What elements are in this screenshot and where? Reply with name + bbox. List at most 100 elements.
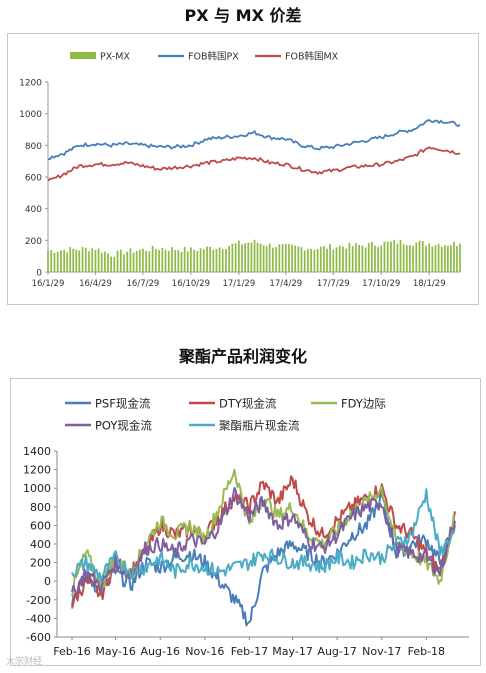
- legend-label: FOB韩国MX: [285, 51, 339, 63]
- bar-px-mx: [310, 248, 313, 272]
- bar-px-mx: [110, 256, 112, 272]
- bar-px-mx: [119, 249, 122, 272]
- bar-px-mx: [107, 253, 109, 272]
- bar-px-mx: [386, 241, 389, 272]
- bar-px-mx: [364, 247, 367, 272]
- legend-label: FDY边际: [341, 397, 386, 411]
- bar-px-mx: [177, 250, 180, 272]
- bar-px-mx: [450, 245, 452, 272]
- bar-px-mx: [393, 239, 396, 272]
- bar-px-mx: [193, 249, 195, 272]
- bar-px-mx: [196, 250, 199, 272]
- bar-px-mx: [335, 247, 338, 272]
- bar-px-mx: [123, 254, 125, 272]
- bar-px-mx: [345, 248, 348, 272]
- y-tick-label: 600: [30, 519, 51, 532]
- bar-px-mx: [259, 243, 262, 272]
- bar-px-mx: [275, 247, 277, 272]
- bar-px-mx: [405, 245, 408, 272]
- y-tick-label: 0: [36, 269, 42, 279]
- bar-px-mx: [142, 248, 144, 272]
- line-series-1: [71, 475, 456, 609]
- polyester-profit-chart-panel: -600 -400 -200 0 200 400 600 800 1000 1200 1400 Feb…: [10, 378, 481, 666]
- x-tick-label: 18/1/29: [413, 279, 446, 289]
- bar-px-mx: [75, 249, 78, 272]
- bar-px-mx: [316, 248, 319, 272]
- bar-px-mx: [167, 250, 170, 272]
- polyester-profit-chart: -600 -400 -200 0 200 400 600 800 1000 1200 1400 Feb…: [23, 397, 469, 658]
- bar-px-mx: [456, 245, 458, 272]
- bar-px-mx: [234, 243, 237, 272]
- bar-px-mx: [409, 245, 411, 272]
- bar-px-mx: [355, 243, 357, 272]
- bar-px-mx: [91, 248, 94, 272]
- y-tick-label: 1400: [23, 445, 51, 458]
- bar-px-mx: [278, 244, 281, 272]
- x-tick-label: Aug-17: [317, 645, 356, 658]
- legend-label: PSF现金流: [95, 397, 151, 411]
- bar-px-mx: [183, 246, 186, 272]
- bar-px-mx: [116, 250, 119, 272]
- bar-px-mx: [294, 245, 297, 272]
- y-tick-label: 200: [30, 557, 51, 570]
- bar-px-mx: [145, 250, 148, 272]
- bar-px-mx: [323, 246, 325, 272]
- y-tick-label: 400: [25, 205, 42, 215]
- x-tick-label: May-16: [95, 645, 136, 658]
- bar-px-mx: [396, 243, 399, 272]
- bar-px-mx: [47, 250, 49, 272]
- bar-px-mx: [202, 249, 205, 272]
- bar-px-mx: [244, 243, 246, 272]
- bar-px-mx: [342, 246, 344, 272]
- bar-px-mx: [88, 251, 90, 272]
- line-series-4: [71, 488, 456, 582]
- bar-px-mx: [69, 247, 72, 272]
- bar-px-mx: [180, 252, 183, 272]
- bar-px-mx: [218, 247, 221, 272]
- line-fob-korea-mx: [47, 146, 461, 182]
- bar-px-mx: [215, 249, 218, 272]
- y-tick-label: 0: [44, 575, 51, 588]
- bar-px-mx: [53, 252, 56, 272]
- bar-px-mx: [66, 252, 69, 272]
- x-tick-label: Nov-16: [185, 645, 224, 658]
- bar-px-mx: [221, 249, 224, 272]
- y-tick-label: -200: [26, 594, 51, 607]
- bar-px-mx: [425, 245, 427, 272]
- x-tick-label: 16/4/29: [79, 279, 112, 289]
- bar-px-mx: [262, 245, 265, 272]
- bar-px-mx: [459, 243, 461, 272]
- bar-px-mx: [238, 240, 240, 272]
- bar-px-mx: [428, 243, 431, 272]
- bar-px-mx: [288, 244, 290, 272]
- bar-px-mx: [281, 244, 284, 272]
- bar-px-mx: [113, 256, 116, 272]
- bar-px-mx: [78, 250, 81, 272]
- bar-px-mx: [129, 248, 132, 272]
- bar-px-mx: [60, 250, 62, 272]
- line-fob-korea-px: [47, 119, 461, 161]
- bar-px-mx: [434, 245, 437, 272]
- bar-px-mx: [313, 249, 316, 272]
- legend-label: PX-MX: [100, 52, 130, 63]
- bar-px-mx: [374, 245, 376, 272]
- bar-px-mx: [132, 252, 135, 272]
- y-tick-label: 1200: [19, 79, 42, 89]
- x-tick-label: 16/10/29: [172, 279, 210, 289]
- bottom-chart-title: 聚酯产品利润变化: [178, 347, 307, 366]
- bar-px-mx: [247, 242, 250, 272]
- bar-px-mx: [351, 245, 354, 272]
- px-mx-chart: 0 200 400 600 800 1000 1200 16/1/29 16/4/29 16/7/…: [19, 51, 461, 289]
- top-chart-title: PX 与 MX 价差: [184, 6, 302, 25]
- bar-px-mx: [190, 247, 192, 272]
- bar-px-mx: [447, 245, 449, 272]
- bar-px-mx: [206, 246, 208, 272]
- bar-px-mx: [348, 242, 351, 272]
- bar-px-mx: [186, 251, 189, 272]
- bar-px-mx: [212, 249, 215, 272]
- bar-px-mx: [418, 240, 421, 272]
- bar-px-mx: [50, 250, 53, 272]
- bar-px-mx: [126, 251, 129, 272]
- x-tick-label: 17/7/29: [317, 279, 350, 289]
- bar-px-mx: [453, 241, 455, 272]
